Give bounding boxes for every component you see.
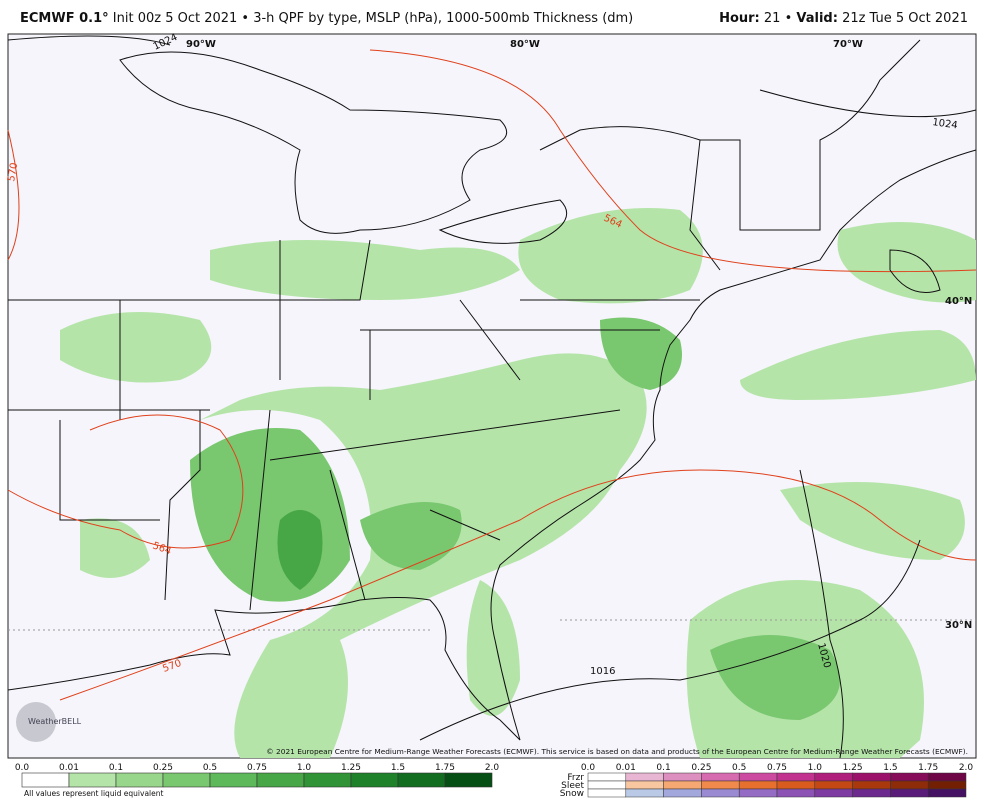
ptype-swatch: [890, 772, 929, 782]
thickness-contours: [7, 49, 977, 701]
ptype-swatch: [701, 788, 740, 798]
ptype-swatch: [663, 788, 702, 798]
thickness-label: 570: [6, 162, 20, 183]
title-text: Init 00z 5 Oct 2021 • 3-h QPF by type, M…: [112, 11, 634, 26]
map-labels: 90°W 80°W 70°W 40°N 30°N 1024 1024 570 5…: [6, 32, 972, 756]
ptype-label: Sleet: [561, 781, 584, 791]
ptype-swatch: [738, 772, 778, 782]
rain-tick-label: 0.1: [109, 763, 123, 773]
ptype-swatch: [852, 788, 891, 798]
rain-tick-label: 0.5: [203, 763, 217, 773]
longitude-label: 80°W: [510, 39, 540, 50]
rain-swatch: [209, 772, 258, 788]
rain-swatch: [444, 772, 493, 788]
ptype-tick-label: 1.25: [843, 763, 863, 773]
ptype-swatch: [776, 780, 816, 790]
ptype-swatch: [890, 780, 929, 790]
header: ECMWF 0.1° Init 00z 5 Oct 2021 • 3-h QPF…: [0, 0, 984, 34]
longitude-label: 70°W: [833, 39, 863, 50]
ptype-swatch: [927, 788, 967, 798]
longitude-label: 90°W: [186, 39, 216, 50]
ptype-swatch: [852, 780, 891, 790]
rain-tick-label: 0.0: [15, 763, 30, 773]
rain-swatch: [303, 772, 352, 788]
ptype-swatch: [701, 772, 740, 782]
ptype-swatch: [701, 780, 740, 790]
ptype-swatch: [663, 772, 702, 782]
ptype-swatch: [738, 788, 778, 798]
valid-label: Valid:: [796, 11, 838, 26]
isobars: [7, 35, 977, 759]
ptype-swatch: [625, 772, 664, 782]
legend: All values represent liquid equivalent 0…: [15, 763, 974, 799]
legend-note: All values represent liquid equivalent: [24, 789, 163, 798]
ptype-swatch: [852, 772, 891, 782]
geography: [7, 39, 977, 741]
rain-tick-label: 1.75: [435, 763, 455, 773]
rain-swatch: [256, 772, 305, 788]
precip: [60, 208, 976, 758]
isobar-label: 1024: [932, 117, 959, 131]
ptype-tick-label: 1.5: [883, 763, 897, 773]
title: ECMWF 0.1° Init 00z 5 Oct 2021 • 3-h QPF…: [20, 11, 633, 26]
ptype-swatch: [776, 788, 816, 798]
ptype-swatch: [625, 788, 664, 798]
rain-swatch: [21, 772, 70, 788]
copyright: © 2021 European Centre for Medium-Range …: [266, 747, 968, 756]
ptype-label: Frzr: [567, 773, 584, 783]
valid-value: 21z Tue 5 Oct 2021: [842, 11, 968, 26]
ptype-swatch: [890, 788, 929, 798]
ptype-swatch: [814, 772, 853, 782]
ptype-label: Snow: [560, 789, 584, 799]
rain-swatch: [68, 772, 117, 788]
rain-tick-label: 0.25: [153, 763, 173, 773]
ptype-swatch: [587, 780, 627, 790]
model: ECMWF 0.1°: [20, 11, 109, 26]
ptype-swatch: [776, 772, 816, 782]
ptype-swatch: [814, 788, 853, 798]
rain-swatch: [397, 772, 446, 788]
logo-mark: [16, 702, 56, 742]
ptype-tick-label: 0.0: [581, 763, 596, 773]
ptype-tick-label: 0.01: [616, 763, 636, 773]
ptype-swatch: [738, 780, 778, 790]
latitude-label: 30°N: [945, 620, 972, 631]
ptype-tick-label: 0.25: [691, 763, 711, 773]
ptype-tick-label: 0.5: [732, 763, 746, 773]
rain-tick-label: 1.25: [341, 763, 361, 773]
rain-tick-label: 1.5: [391, 763, 405, 773]
logo: WeatherBELL: [28, 717, 82, 726]
rain-swatch: [115, 772, 164, 788]
ptype-swatch: [927, 772, 967, 782]
ptype-swatch: [927, 780, 967, 790]
rain-tick-label: 0.01: [59, 763, 79, 773]
rain-swatch: [350, 772, 399, 788]
latitude-label: 40°N: [945, 296, 972, 307]
isobar-label: 1016: [590, 666, 615, 677]
valid-time: Hour: 21 • Valid: 21z Tue 5 Oct 2021: [719, 11, 968, 26]
ptype-swatch: [587, 772, 627, 782]
rain-swatch: [162, 772, 211, 788]
ptype-swatch: [625, 780, 664, 790]
rain-tick-label: 0.75: [247, 763, 267, 773]
ptype-tick-label: 1.75: [918, 763, 938, 773]
ptype-swatch: [663, 780, 702, 790]
ptype-swatch: [587, 788, 627, 798]
ptype-tick-label: 0.75: [767, 763, 787, 773]
rain-tick-label: 2.0: [485, 763, 500, 773]
ptype-tick-label: 1.0: [808, 763, 823, 773]
ptype-tick-label: 2.0: [959, 763, 974, 773]
ptype-swatch: [814, 780, 853, 790]
ptype-tick-label: 0.1: [656, 763, 670, 773]
rain-tick-label: 1.0: [297, 763, 312, 773]
hour-value: 21 •: [763, 11, 793, 26]
hour-label: Hour:: [719, 11, 760, 26]
